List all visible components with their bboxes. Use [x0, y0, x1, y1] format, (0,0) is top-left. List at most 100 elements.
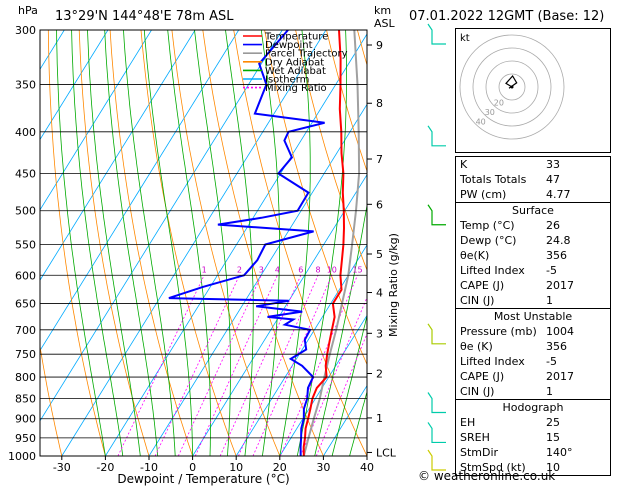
index-row: θe(K) 356 — [456, 248, 610, 263]
index-value: 1 — [546, 385, 553, 398]
pressure-tick-label: 650 — [15, 298, 36, 311]
mixing-ratio-line — [219, 275, 302, 456]
hodograph-unit-label: kt — [460, 33, 470, 44]
index-name: CAPE (J) — [460, 370, 505, 383]
mixing-ratio-line — [252, 275, 333, 456]
legend-label: Parcel Trajectory — [265, 49, 348, 60]
index-row: CAPE (J) 2017 — [456, 278, 610, 293]
mixing-ratio-line — [177, 275, 262, 456]
wind-barb — [427, 204, 446, 226]
temp-tick-label: 20 — [273, 461, 287, 474]
temp-tick-label: 30 — [316, 461, 330, 474]
wet-adiabat-line — [56, 30, 106, 456]
mixing-ratio-label: 4 — [275, 265, 280, 274]
index-row: StmSpd (kt) 10 — [456, 460, 610, 475]
height-tick-label: 4 — [376, 287, 383, 300]
height-tick-label: LCL — [376, 446, 397, 459]
temp-tick-label: 0 — [189, 461, 196, 474]
index-name: SREH — [460, 431, 490, 444]
index-value: 356 — [546, 340, 567, 353]
wind-barb — [427, 125, 446, 147]
index-value: 2017 — [546, 279, 574, 292]
wind-barb — [427, 422, 446, 444]
mixing-ratio-line — [279, 275, 358, 456]
wet-adiabat-line — [331, 314, 367, 456]
index-value: 1004 — [546, 325, 574, 338]
hodograph-ring — [485, 60, 539, 114]
dry-adiabat-line — [47, 30, 106, 456]
pressure-tick-label: 550 — [15, 238, 36, 251]
hodograph-panel: kt 40 30 20 — [455, 28, 611, 153]
mixing-ratio-line — [300, 296, 367, 456]
index-row: Lifted Index -5 — [456, 263, 610, 278]
index-name: θe(K) — [460, 249, 490, 262]
mixing-ratio-line — [238, 275, 319, 456]
legend-label: Dewpoint — [265, 40, 313, 51]
isotherm-line — [235, 244, 367, 456]
isotherm-line — [105, 33, 367, 456]
index-row: θe (K) 356 — [456, 339, 610, 354]
index-row: PW (cm) 4.77 — [456, 187, 610, 202]
hodograph-ring-label: 40 — [476, 117, 486, 126]
wet-adiabat-line — [167, 30, 211, 456]
index-value: -5 — [546, 264, 557, 277]
sounding-datetime: 07.01.2022 12GMT (Base: 12) — [409, 9, 605, 24]
wet-adiabat-line — [349, 390, 367, 456]
mixing-ratio-line — [117, 275, 205, 456]
isotherm-line — [40, 30, 152, 211]
pressure-tick-label: 400 — [15, 126, 36, 139]
index-value: 10 — [546, 461, 560, 474]
index-name: Temp (°C) — [460, 219, 515, 232]
wind-barb — [427, 323, 446, 345]
index-name: StmDir — [460, 446, 499, 459]
temp-tick-label: 40 — [360, 461, 374, 474]
wet-adiabat-line — [143, 30, 193, 456]
x-axis-title: Dewpoint / Temperature (°C) — [117, 472, 289, 486]
height-tick-label: 7 — [376, 153, 383, 166]
hodograph-ring — [472, 47, 552, 127]
surface-section: Surface Temp (°C) 26 Dewp (°C) 24.8 θe(K) 356 L… — [456, 202, 610, 308]
index-value: 4.77 — [546, 188, 571, 201]
legend-label: Isotherm — [265, 75, 309, 86]
hodograph-section: Hodograph EH 25 SREH 15 StmDir 140° StmSpd (kt)… — [456, 399, 610, 475]
index-name: θe (K) — [460, 340, 493, 353]
pressure-tick-label: 700 — [15, 324, 36, 337]
legend-label: Dry Adiabat — [265, 57, 324, 68]
index-name: CAPE (J) — [460, 279, 505, 292]
index-row: SREH 15 — [456, 430, 610, 445]
height-tick-label: 9 — [376, 39, 383, 52]
pressure-tick-label: 450 — [15, 167, 36, 180]
dewpoint-line — [168, 30, 325, 456]
pressure-tick-label: 850 — [15, 392, 36, 405]
mixing-ratio-label: 8 — [316, 265, 321, 274]
dry-adiabat-line — [40, 344, 63, 456]
isotherm-line — [192, 173, 367, 456]
temp-tick-label: 10 — [229, 461, 243, 474]
indices-table: K 33 Totals Totals 47 PW (cm) 4.77 Surface Temp… — [455, 156, 611, 476]
index-name: EH — [460, 416, 476, 429]
isotherm-line — [40, 30, 109, 141]
hodograph-origin — [510, 85, 514, 89]
index-name: Dewp (°C) — [460, 234, 517, 247]
dry-adiabat-line — [295, 30, 367, 272]
index-row: Temp (°C) 26 — [456, 218, 610, 233]
index-name: Lifted Index — [460, 264, 525, 277]
mixing-ratio-label: 3 — [259, 265, 264, 274]
index-value: 140° — [546, 446, 573, 459]
pressure-tick-label: 500 — [15, 205, 36, 218]
index-value: 1 — [546, 294, 553, 307]
copyright-footer: © weatheronline.co.uk — [418, 469, 556, 483]
index-name: CIN (J) — [460, 294, 495, 307]
index-value: 25 — [546, 416, 560, 429]
height-tick-label: 6 — [376, 198, 383, 211]
km-label: km — [374, 4, 392, 17]
mixing-ratio-label: 1 — [202, 265, 207, 274]
index-row: CAPE (J) 2017 — [456, 369, 610, 384]
isotherm-line — [61, 30, 327, 456]
height-tick-label: 5 — [376, 248, 383, 261]
mixing-ratio-label: 20 — [371, 265, 381, 274]
isotherm-line — [148, 103, 367, 456]
temp-tick-label: -10 — [140, 461, 158, 474]
